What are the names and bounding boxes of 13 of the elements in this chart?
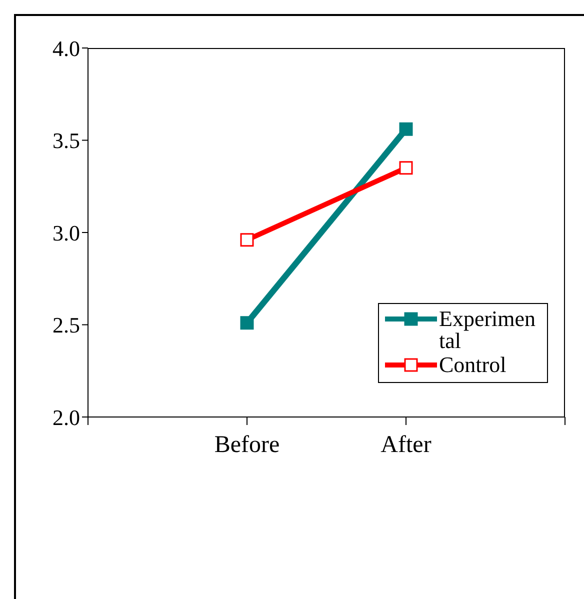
y-tick-label: 3.5 [52,128,80,154]
x-tick-label: Before [214,432,280,458]
legend-label: Experimental [439,306,537,353]
legend-label: Control [439,352,508,377]
y-tick-label: 3.0 [52,220,80,246]
y-tick-label: 2.5 [52,312,80,338]
point [399,122,413,136]
y-tick-label: 4.0 [52,36,80,61]
point [240,233,254,247]
point [240,316,254,330]
y-tick-label: 2.0 [52,404,80,430]
point [399,161,413,175]
x-tick-label: After [380,432,432,458]
